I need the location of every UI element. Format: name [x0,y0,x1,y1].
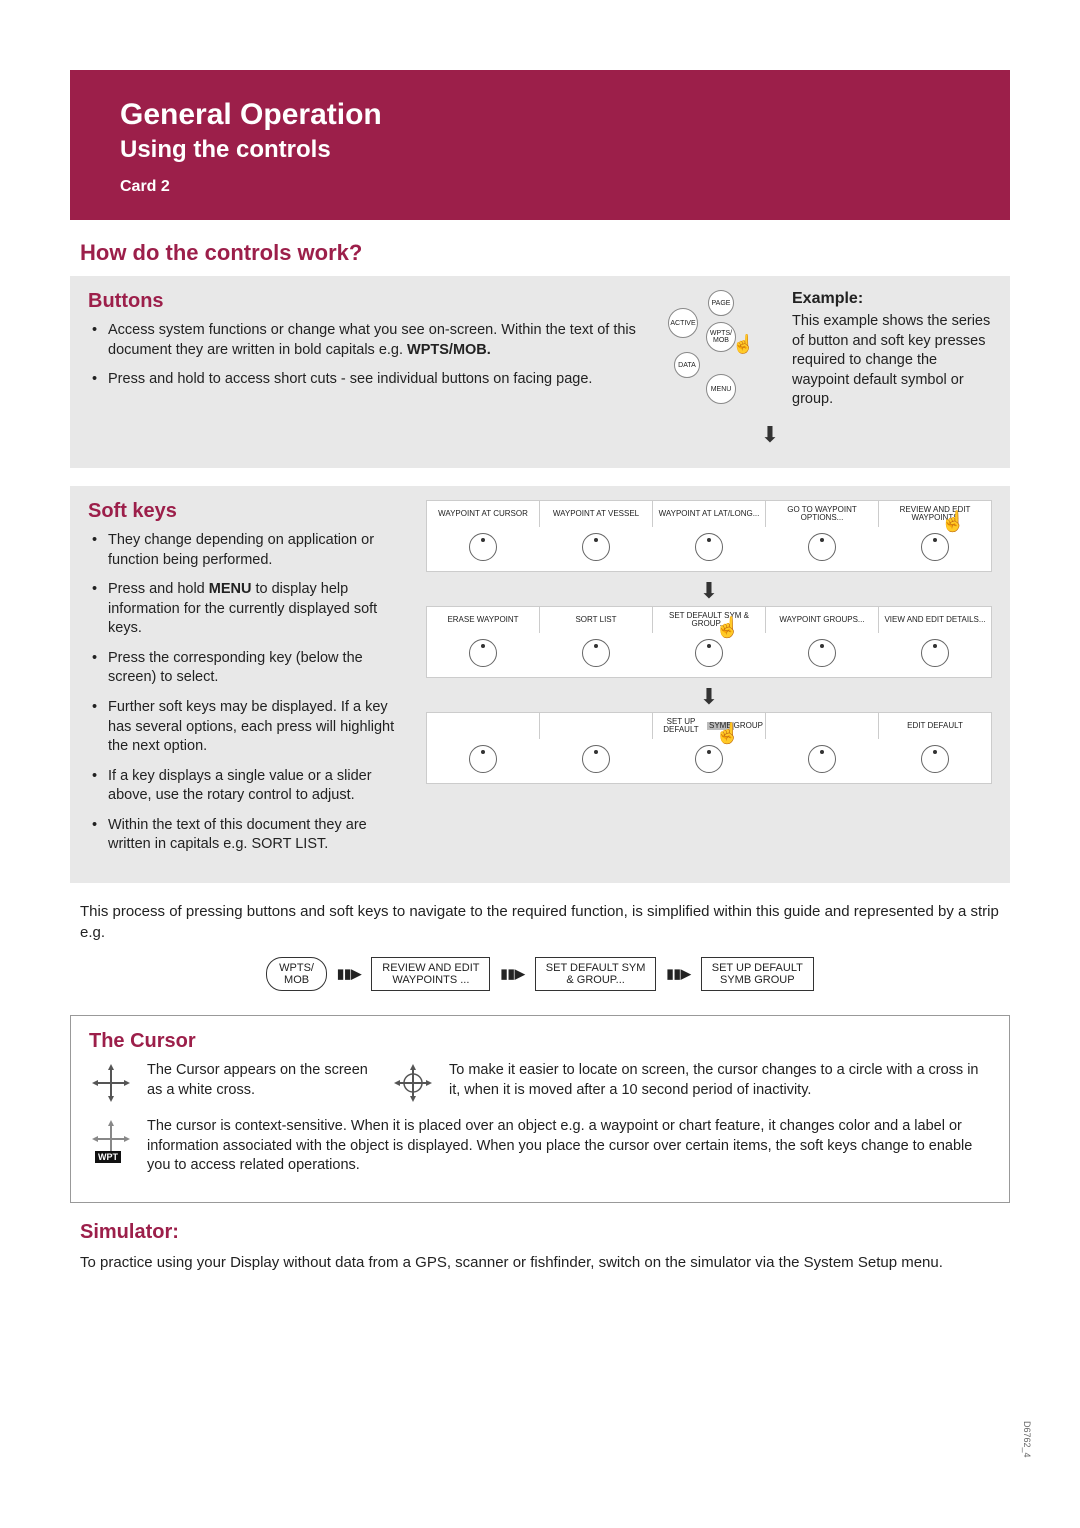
page-button[interactable]: PAGE [708,290,734,316]
softkeys-heading: Soft keys [88,500,408,523]
menu-button[interactable]: MENU [706,374,736,404]
softkeys-list: They change depending on application or … [88,531,408,855]
sk-item-1: Press and hold MENU to display help info… [108,580,408,639]
soft-key-button[interactable] [582,639,610,667]
soft-key-button[interactable] [808,533,836,561]
soft-key-button[interactable] [695,639,723,667]
down-arrow-icon: ⬇ [548,422,992,448]
soft-cell: EDIT DEFAULT [879,713,991,739]
soft-key-button[interactable] [808,639,836,667]
sk-item-2: Press the corresponding key (below the s… [108,649,408,688]
hand-icon: ☝ [732,334,754,355]
page: General Operation Using the controls Car… [0,0,1080,1327]
softkeys-box: Soft keys They change depending on appli… [70,486,1010,883]
soft-key-button[interactable] [695,533,723,561]
example-text: This example shows the series of button … [792,312,992,410]
wpt-label: WPT [95,1151,121,1163]
down-arrow-icon: ⬇ [426,578,992,604]
data-button[interactable]: DATA [674,352,700,378]
cursor-text-3: The cursor is context-sensitive. When it… [147,1117,991,1176]
cursor-box: The Cursor The Cursor appears on the scr… [70,1015,1010,1203]
soft-cell: VIEW AND EDIT DETAILS... [879,607,991,633]
soft-key-button[interactable] [695,745,723,773]
soft-cell: ERASE WAYPOINT [427,607,540,633]
sk-item-0: They change depending on application or … [108,531,408,570]
card-number: Card 2 [120,178,970,196]
soft-cell [766,713,879,739]
soft-key-button[interactable] [921,639,949,667]
soft-cell: REVIEW AND EDIT WAYPOINTS [879,501,991,527]
page-subtitle: Using the controls [120,136,970,164]
hand-icon: ☝ [941,509,966,534]
strip-arrow-icon: ▮▮▶ [666,966,690,982]
cursor-text-1: The Cursor appears on the screen as a wh… [147,1061,377,1100]
soft-key-button[interactable] [582,533,610,561]
buttons-item-1: Press and hold to access short cuts - se… [108,370,646,390]
soft-cell: WAYPOINT GROUPS... [766,607,879,633]
simulator-section: Simulator: To practice using your Displa… [70,1221,1010,1273]
soft-cell: SET DEFAULT SYM & GROUP... [653,607,766,633]
round-button-cluster: PAGE ACTIVE WPTS/ MOB DATA MENU ☝ [664,290,754,420]
buttons-box: Buttons Access system functions or chang… [70,276,1010,468]
cursor-text-2: To make it easier to locate on screen, t… [449,1061,991,1100]
soft-panel-0: WAYPOINT AT CURSORWAYPOINT AT VESSELWAYP… [426,500,992,572]
sk-item-4: If a key displays a single value or a sl… [108,767,408,806]
side-code: D6762_4 [1022,1421,1032,1458]
strip: WPTS/ MOB ▮▮▶ REVIEW AND EDIT WAYPOINTS ..… [70,957,1010,991]
strip-button: WPTS/ MOB [266,957,327,991]
cursor-heading: The Cursor [89,1030,991,1053]
soft-key-button[interactable] [469,639,497,667]
cursor-wpt-icon: WPT [89,1117,133,1161]
sk-item-5: Within the text of this document they ar… [108,816,408,855]
down-arrow-icon: ⬇ [426,684,992,710]
soft-panels-area: WAYPOINT AT CURSORWAYPOINT AT VESSELWAYP… [426,500,992,865]
soft-key-button[interactable] [582,745,610,773]
soft-key-button[interactable] [921,745,949,773]
strip-softkey: SET UP DEFAULT SYMB GROUP [701,957,814,991]
page-title: General Operation [120,98,970,132]
soft-cell [540,713,653,739]
soft-key-button[interactable] [808,745,836,773]
hand-icon: ☝ [715,721,740,746]
hand-icon: ☝ [715,615,740,640]
soft-key-button[interactable] [469,533,497,561]
soft-cell: GO TO WAYPOINT OPTIONS... [766,501,879,527]
soft-key-button[interactable] [469,745,497,773]
soft-panel-1: ERASE WAYPOINTSORT LISTSET DEFAULT SYM &… [426,606,992,678]
soft-cell [427,713,540,739]
strip-arrow-icon: ▮▮▶ [500,966,524,982]
sk-item-3: Further soft keys may be displayed. If a… [108,698,408,757]
strip-softkey: REVIEW AND EDIT WAYPOINTS ... [371,957,490,991]
section-question: How do the controls work? [70,240,1010,266]
soft-panel-2: SET UP DEFAULT SYMB GROUP EDIT DEFAULT ☝ [426,712,992,784]
cursor-circle-icon [391,1061,435,1105]
cursor-cross-icon [89,1061,133,1105]
soft-cell: WAYPOINT AT VESSEL [540,501,653,527]
soft-cell: SORT LIST [540,607,653,633]
strip-softkey: SET DEFAULT SYM & GROUP... [535,957,657,991]
soft-cell: SET UP DEFAULT SYMB GROUP [653,713,766,739]
simulator-text: To practice using your Display without d… [80,1252,1000,1273]
buttons-list: Access system functions or change what y… [88,321,646,390]
process-text: This process of pressing buttons and sof… [70,901,1010,943]
header-band: General Operation Using the controls Car… [70,70,1010,220]
soft-key-button[interactable] [921,533,949,561]
active-button[interactable]: ACTIVE [668,308,698,338]
soft-cell: WAYPOINT AT CURSOR [427,501,540,527]
strip-arrow-icon: ▮▮▶ [337,966,361,982]
simulator-heading: Simulator: [80,1221,1000,1244]
buttons-item-0: Access system functions or change what y… [108,321,646,360]
example-heading: Example: [792,290,992,308]
buttons-heading: Buttons [88,290,646,313]
soft-cell: WAYPOINT AT LAT/LONG... [653,501,766,527]
